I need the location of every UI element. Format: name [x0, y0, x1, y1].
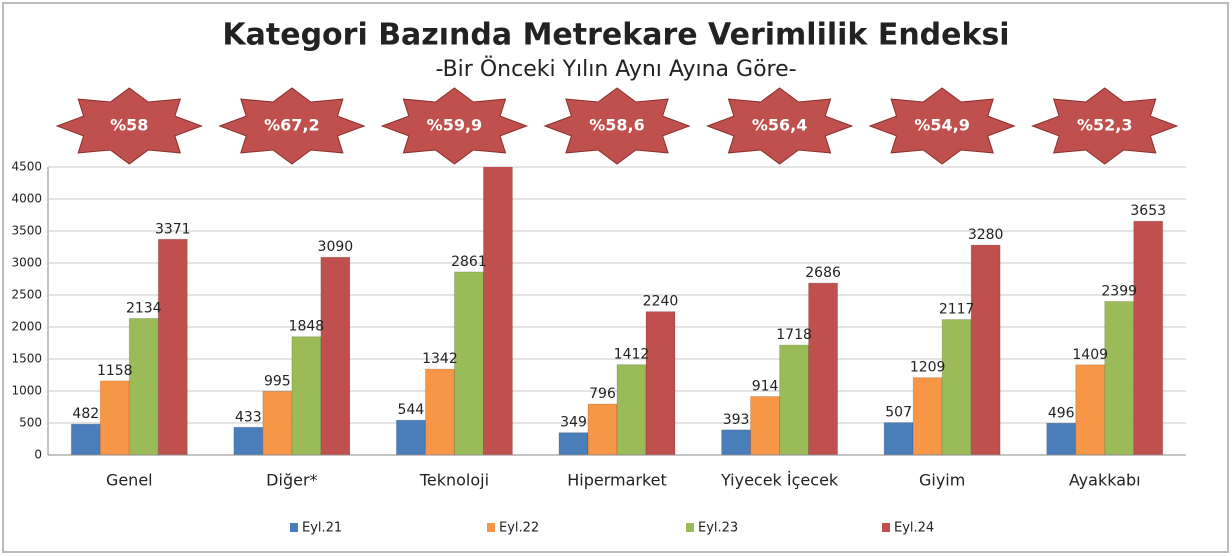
- value-label: 2240: [643, 294, 679, 310]
- y-tick-label: 3500: [11, 224, 42, 238]
- legend-swatch: [290, 523, 298, 532]
- y-tick-label: 500: [19, 416, 42, 430]
- bar: [453, 271, 484, 456]
- value-label: 2134: [126, 300, 162, 316]
- value-label: 1718: [776, 327, 812, 343]
- bar: [1046, 422, 1077, 456]
- bar: [721, 429, 752, 456]
- bar: [395, 419, 426, 456]
- bar: [883, 422, 914, 456]
- badge-star: [55, 87, 203, 165]
- bar: [941, 319, 972, 456]
- bar: [128, 317, 159, 456]
- bar: [482, 167, 513, 456]
- y-tick-label: 4000: [11, 192, 42, 206]
- value-label: 2861: [451, 254, 487, 270]
- value-label: 1848: [289, 319, 325, 335]
- y-tick-label: 4500: [11, 160, 42, 174]
- badge-label: %54,9: [914, 116, 970, 135]
- value-label: 914: [752, 379, 779, 395]
- x-tick-label: Diğer*: [266, 471, 317, 490]
- value-label: 482: [72, 406, 99, 422]
- badge-star: [218, 87, 366, 165]
- chart-subtitle: -Bir Önceki Yılın Aynı Ayına Göre-: [435, 56, 796, 82]
- badge-star: [380, 87, 529, 165]
- x-tick-label: Genel: [106, 471, 153, 490]
- x-tick-label: Yiyecek İçecek: [720, 471, 839, 490]
- value-label: 2399: [1101, 283, 1137, 299]
- chart-title: Kategori Bazında Metrekare Verimlilik En…: [222, 18, 1009, 53]
- x-tick-label: Giyim: [919, 471, 965, 490]
- bar: [912, 377, 943, 456]
- badge-label: %58: [110, 116, 148, 135]
- badge-star: [543, 87, 691, 165]
- legend-swatch: [487, 523, 495, 532]
- x-tick-label: Ayakkabı: [1069, 471, 1141, 490]
- bar: [157, 238, 188, 456]
- value-label: 2686: [805, 265, 841, 281]
- value-label: 393: [723, 412, 750, 428]
- bar: [291, 336, 322, 456]
- bar: [970, 244, 1001, 456]
- badge-star: [868, 87, 1016, 165]
- bar: [99, 380, 130, 456]
- bar: [262, 390, 293, 456]
- value-label: 995: [264, 373, 291, 389]
- value-label: 544: [398, 402, 425, 418]
- bar: [808, 282, 839, 456]
- bar: [1075, 364, 1106, 456]
- value-label: 1158: [97, 363, 133, 379]
- y-tick-label: 3000: [11, 256, 42, 270]
- bar: [616, 364, 647, 456]
- bar: [1104, 300, 1135, 456]
- bar: [70, 423, 101, 456]
- value-label: 1409: [1072, 347, 1108, 363]
- bar: [645, 311, 676, 456]
- value-label: 3090: [318, 239, 354, 255]
- value-label: 3280: [968, 227, 1004, 243]
- bar: [1133, 220, 1164, 456]
- y-tick-label: 1500: [11, 352, 42, 366]
- value-label: 349: [560, 415, 587, 431]
- value-label: 3653: [1130, 203, 1166, 219]
- value-label: 507: [885, 405, 912, 421]
- plot-area: [70, 167, 1164, 456]
- badge-star: [1031, 87, 1179, 165]
- legend-label: Eyl.23: [698, 521, 738, 536]
- bar: [233, 426, 264, 456]
- legend-label: Eyl.21: [302, 521, 342, 536]
- y-tick-label: 0: [34, 448, 42, 462]
- badge-star: [705, 87, 854, 165]
- y-tick-label: 2000: [11, 320, 42, 334]
- legend-label: Eyl.22: [499, 521, 539, 536]
- y-tick-label: 2500: [11, 288, 42, 302]
- x-tick-label: Teknoloji: [419, 471, 489, 490]
- bar: [779, 344, 810, 456]
- badge-label: %59,9: [427, 116, 483, 135]
- bar: [587, 403, 618, 456]
- x-tick-label: Hipermarket: [567, 471, 667, 490]
- legend-label: Eyl.24: [894, 521, 934, 536]
- badge-label: %52,3: [1077, 116, 1133, 135]
- value-label: 496: [1048, 405, 1075, 421]
- value-label: 796: [589, 386, 616, 402]
- legend-swatch: [882, 523, 890, 532]
- bar: [424, 368, 455, 456]
- value-label: 433: [235, 409, 262, 425]
- badge-label: %67,2: [264, 116, 320, 135]
- badge-label: %56,4: [752, 116, 808, 135]
- value-label: 1209: [910, 360, 946, 376]
- bar: [558, 432, 589, 456]
- value-label: 1342: [422, 351, 458, 367]
- value-label: 3371: [155, 221, 191, 237]
- bar: [320, 256, 351, 456]
- value-label: 2117: [939, 302, 975, 318]
- badge-label: %58,6: [589, 116, 645, 135]
- value-label: 1412: [614, 347, 650, 363]
- y-tick-label: 1000: [11, 384, 42, 398]
- legend-swatch: [686, 523, 694, 532]
- bar: [750, 396, 781, 456]
